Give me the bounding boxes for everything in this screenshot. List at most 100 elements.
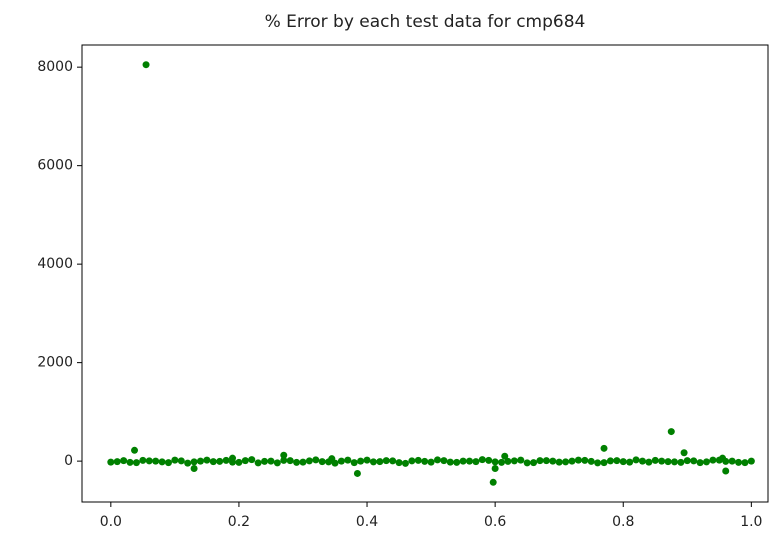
point <box>619 458 627 466</box>
point <box>440 457 448 465</box>
point <box>357 457 365 465</box>
point <box>293 458 301 466</box>
y-tick-label: 6000 <box>37 158 73 174</box>
point <box>171 456 179 464</box>
point <box>107 458 115 466</box>
chart-title: % Error by each test data for cmp684 <box>265 12 586 32</box>
point <box>459 457 467 465</box>
point <box>190 458 198 466</box>
point <box>690 457 698 465</box>
point <box>369 458 377 466</box>
point <box>152 457 160 465</box>
y-tick-label: 4000 <box>37 256 73 272</box>
point <box>728 457 736 465</box>
point <box>299 458 307 466</box>
point <box>626 458 634 466</box>
point <box>286 457 294 465</box>
point <box>530 459 538 467</box>
point <box>703 458 711 466</box>
point <box>401 459 409 467</box>
point <box>446 458 454 466</box>
point <box>581 456 589 464</box>
point <box>280 456 288 464</box>
point <box>453 458 461 466</box>
point <box>216 457 224 465</box>
point <box>273 459 281 467</box>
point <box>600 459 608 467</box>
point <box>344 456 352 464</box>
point <box>747 457 755 465</box>
point <box>131 446 139 454</box>
point <box>680 449 688 457</box>
point <box>433 456 441 464</box>
point <box>587 457 595 465</box>
point <box>305 457 313 465</box>
point <box>709 456 717 464</box>
point <box>139 456 147 464</box>
point <box>254 459 262 467</box>
point <box>261 457 269 465</box>
point <box>196 457 204 465</box>
point <box>600 444 608 452</box>
point <box>638 457 646 465</box>
point <box>203 456 211 464</box>
point <box>491 458 499 466</box>
x-tick-label: 0.0 <box>100 514 122 530</box>
point <box>478 456 486 464</box>
point <box>664 458 672 466</box>
point <box>177 457 185 465</box>
point <box>427 458 435 466</box>
point <box>126 458 134 466</box>
point <box>229 454 237 462</box>
point <box>613 457 621 465</box>
x-tick-label: 0.8 <box>612 514 634 530</box>
point <box>421 457 429 465</box>
plot-frame <box>81 44 769 503</box>
point <box>222 456 230 464</box>
point <box>536 457 544 465</box>
point <box>312 456 320 464</box>
point <box>472 458 480 466</box>
x-tick-label: 0.6 <box>484 514 506 530</box>
x-tick-label: 0.2 <box>228 514 250 530</box>
point <box>517 456 525 464</box>
point <box>667 428 675 436</box>
point <box>498 458 506 466</box>
point <box>719 454 727 462</box>
point <box>594 459 602 467</box>
point <box>491 465 499 473</box>
point <box>501 452 509 460</box>
point <box>466 457 474 465</box>
point <box>164 459 172 467</box>
x-tick-label: 0.4 <box>356 514 378 530</box>
point <box>241 457 249 465</box>
point <box>337 457 345 465</box>
point <box>328 455 336 463</box>
point <box>542 457 550 465</box>
point <box>389 457 397 465</box>
y-tick-label: 2000 <box>37 355 73 371</box>
point <box>142 61 150 69</box>
point <box>209 458 217 466</box>
point <box>248 456 256 464</box>
point <box>132 459 140 467</box>
point <box>568 457 576 465</box>
point <box>510 457 518 465</box>
y-tick-label: 0 <box>64 453 73 469</box>
point <box>504 457 512 465</box>
point <box>670 458 678 466</box>
point <box>523 459 531 467</box>
point <box>120 457 128 465</box>
point <box>722 467 730 475</box>
point <box>658 457 666 465</box>
x-tick-label: 1.0 <box>740 514 762 530</box>
point <box>562 458 570 466</box>
point <box>190 465 198 473</box>
point <box>696 459 704 467</box>
point <box>395 459 403 467</box>
point <box>677 458 685 466</box>
point <box>489 478 497 486</box>
point <box>645 458 653 466</box>
point <box>632 456 640 464</box>
